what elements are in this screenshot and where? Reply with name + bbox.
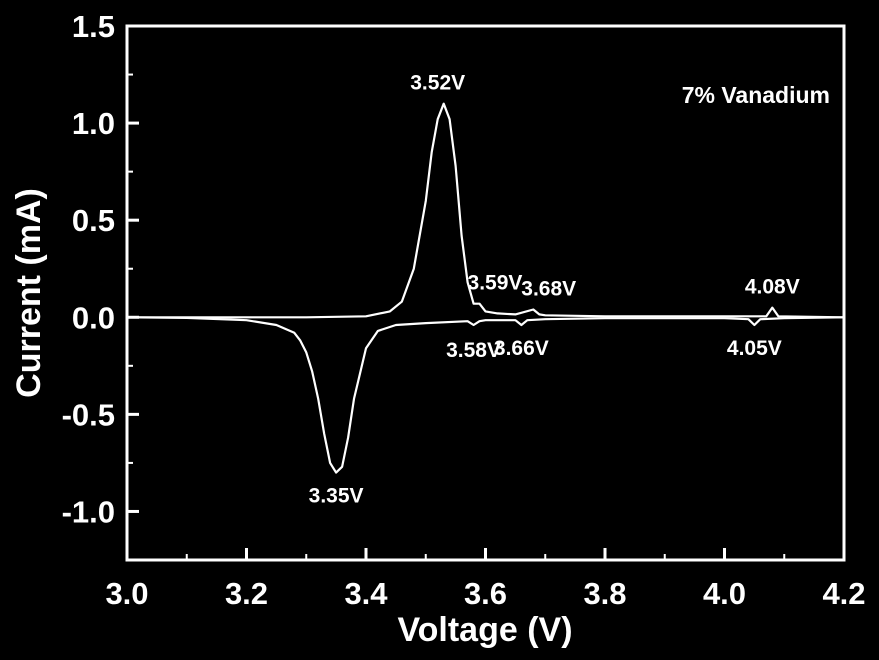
peak-label: 3.58V [446,339,501,362]
x-tick-label: 3.2 [225,576,268,611]
x-tick-label: 4.0 [703,576,746,611]
peak-label: 3.35V [309,485,364,508]
x-tick-label: 4.2 [822,576,865,611]
peak-label: 4.08V [745,276,800,299]
y-tick-label: 0.5 [72,203,115,238]
x-tick-label: 3.4 [344,576,388,611]
x-axis-title: Voltage (V) [397,611,572,649]
series-line-charge [127,102,845,319]
peak-label: 3.59V [468,272,523,295]
y-tick-label: -0.5 [62,397,115,432]
legend-label: 7% Vanadium [682,82,830,108]
x-tick-label: 3.6 [464,576,507,611]
y-tick-label: 0.0 [72,300,115,335]
y-tick-label: 1.5 [72,9,115,44]
y-tick-label: 1.0 [72,106,115,141]
y-axis-title: Current (mA) [10,188,48,398]
peak-label: 3.66V [494,337,549,360]
peak-label: 3.68V [521,278,576,301]
series-line-discharge [126,316,845,474]
y-tick-label: -1.0 [62,494,115,529]
peak-label: 3.52V [410,72,465,95]
x-tick-label: 3.8 [583,576,626,611]
x-tick-label: 3.0 [105,576,148,611]
peak-label: 4.05V [727,337,782,360]
